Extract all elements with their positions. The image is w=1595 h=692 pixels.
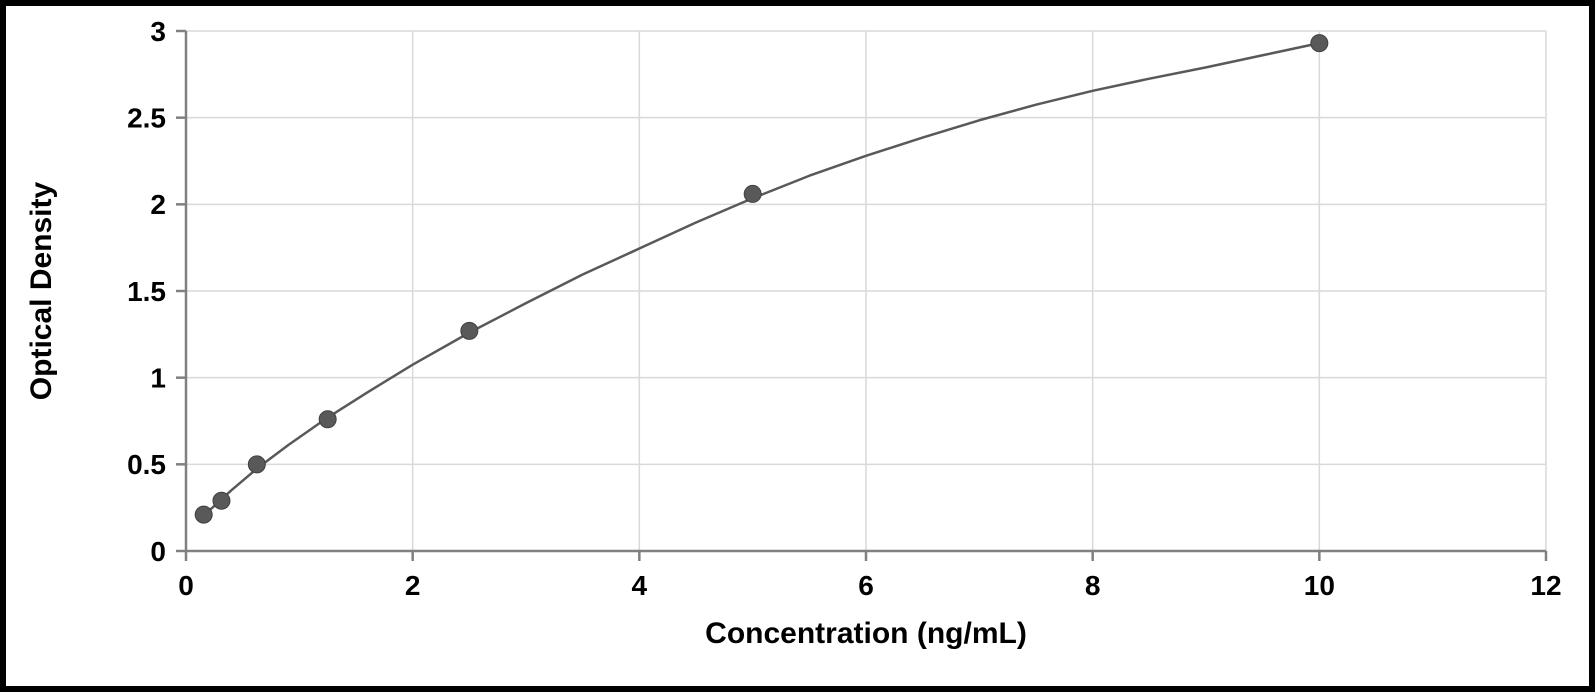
y-tick-label: 0.5 bbox=[127, 449, 166, 480]
chart-canvas: 0 2 4 6 8 10 12 0 0.5 1 1.5 2 2.5 3 Concentration (ng/… bbox=[6, 6, 1589, 686]
x-tick-label: 8 bbox=[1085, 570, 1101, 601]
y-tick-label: 2.5 bbox=[127, 102, 166, 133]
data-point-marker bbox=[195, 506, 212, 523]
data-point-marker bbox=[213, 492, 230, 509]
y-tick-label: 1 bbox=[150, 362, 166, 393]
y-tick-label: 0 bbox=[150, 536, 166, 567]
data-point-marker bbox=[319, 411, 336, 428]
x-tick-label: 0 bbox=[178, 570, 194, 601]
x-tick-label: 12 bbox=[1530, 570, 1561, 601]
x-axis-label: Concentration (ng/mL) bbox=[705, 617, 1027, 650]
y-tick-label: 2 bbox=[150, 189, 166, 220]
data-point-marker bbox=[1311, 35, 1328, 52]
data-point-marker bbox=[461, 322, 478, 339]
chart-frame: 0 2 4 6 8 10 12 0 0.5 1 1.5 2 2.5 3 Concentration (ng/… bbox=[0, 0, 1595, 692]
y-axis-label: Optical Density bbox=[25, 181, 58, 400]
data-point-marker bbox=[248, 456, 265, 473]
y-tick-label: 1.5 bbox=[127, 276, 166, 307]
x-tick-label: 6 bbox=[858, 570, 874, 601]
y-tick-label: 3 bbox=[150, 16, 166, 47]
x-tick-label: 4 bbox=[632, 570, 648, 601]
x-tick-label: 2 bbox=[405, 570, 421, 601]
x-tick-label: 10 bbox=[1304, 570, 1335, 601]
data-point-marker bbox=[744, 185, 761, 202]
